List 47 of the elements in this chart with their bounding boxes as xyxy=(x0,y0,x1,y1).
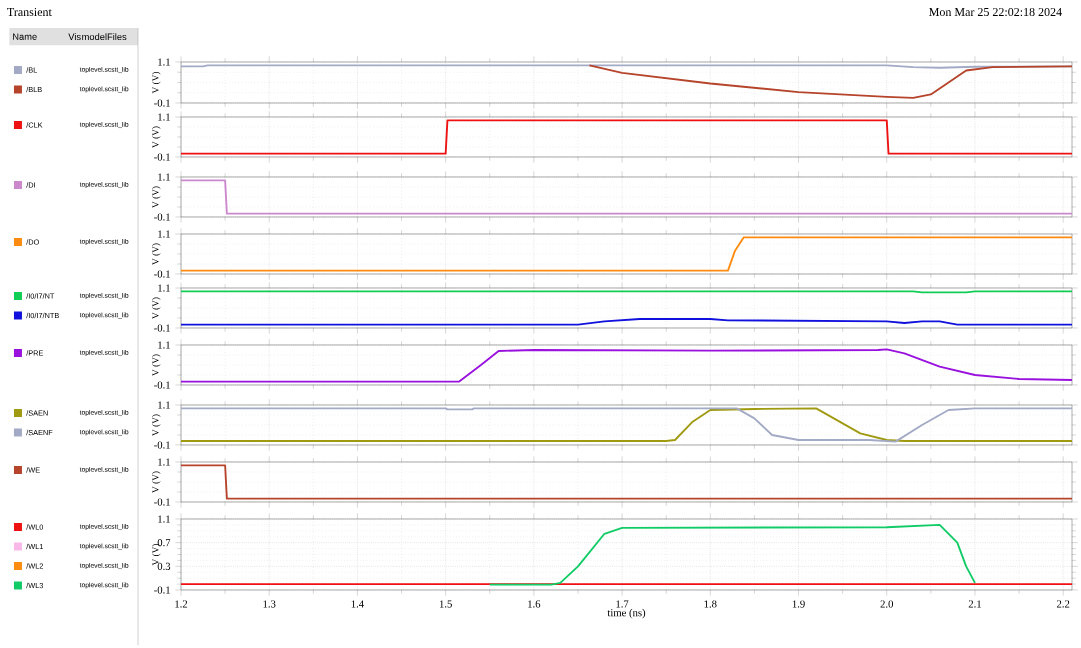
y-tick-label: -0.1 xyxy=(154,498,170,506)
y-tick-label: -0.1 xyxy=(154,153,170,161)
x-tick-label: 1.2 xyxy=(175,600,188,608)
y-axis-title: V (V) xyxy=(152,71,161,94)
y-tick-label: -0.1 xyxy=(154,213,170,221)
line-series xyxy=(588,64,1073,99)
x-tick-label: 1.8 xyxy=(704,600,717,608)
y-tick-label: 1.1 xyxy=(158,284,170,292)
y-axis-title: V (V) xyxy=(152,354,161,376)
y-axis-title: V (V) xyxy=(152,243,161,265)
text: Name xyxy=(13,33,37,40)
y-tick-label: 1.1 xyxy=(158,401,170,409)
x-axis-title: time (ns) xyxy=(607,608,646,619)
y-tick-label: 1.1 xyxy=(158,341,170,349)
x-tick-label: 1.7 xyxy=(616,600,629,608)
text: Transient xyxy=(7,7,52,17)
y-axis-title: V (V) xyxy=(152,471,161,493)
line-series xyxy=(180,348,1073,383)
x-tick-label: 1.9 xyxy=(792,600,805,608)
y-tick-label: 1.1 xyxy=(158,113,170,121)
x-tick-label: 2.2 xyxy=(1056,600,1070,608)
y-tick-label: -0.1 xyxy=(154,270,170,278)
y-tick-label: -0.1 xyxy=(154,99,170,107)
y-axis-title: V (V) xyxy=(152,414,161,436)
x-tick-label: 1.5 xyxy=(439,600,452,608)
y-tick-label: -0.1 xyxy=(154,324,170,332)
text: Mon Mar 25 22:02:18 2024 xyxy=(929,7,1062,17)
y-tick-label: -0.1 xyxy=(154,381,170,389)
y-axis-title: V (V) xyxy=(152,297,161,319)
y-tick-label: -0.1 xyxy=(154,586,170,594)
y-tick-label: -0.1 xyxy=(154,441,170,449)
y-axis-title: V (V) xyxy=(152,186,161,208)
x-tick-label: 2.0 xyxy=(880,600,894,608)
x-tick-label: 1.6 xyxy=(528,600,541,608)
y-tick-label: 1.1 xyxy=(158,515,170,523)
y-axis-title: V (V) xyxy=(152,126,161,148)
x-tick-label: 1.4 xyxy=(351,600,364,608)
x-tick-label: 2.1 xyxy=(968,600,981,608)
text: modelFiles xyxy=(82,33,127,41)
y-tick-label: 1.1 xyxy=(158,58,170,66)
x-tick-label: 1.3 xyxy=(263,600,276,608)
text: Vis xyxy=(68,33,81,41)
y-tick-label: 1.1 xyxy=(158,230,170,238)
line-series xyxy=(488,523,976,586)
y-tick-label: 1.1 xyxy=(158,173,170,181)
y-tick-label: 0.3 xyxy=(157,562,171,570)
y-tick-label: 1.1 xyxy=(158,458,170,466)
